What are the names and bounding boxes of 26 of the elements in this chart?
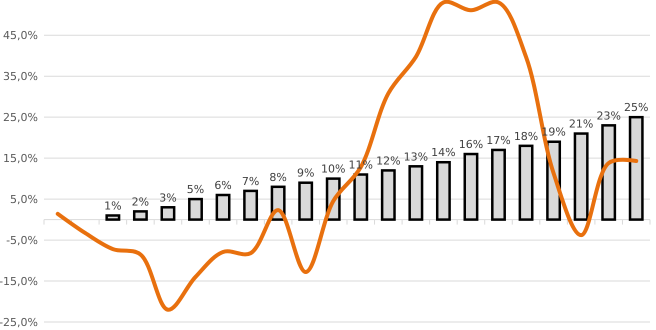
data-label: 1%	[104, 199, 122, 212]
data-label: 25%	[624, 101, 648, 114]
data-label: 13%	[404, 150, 428, 164]
y-tick-label: -5,0%	[6, 234, 38, 247]
data-label: 9%	[296, 166, 314, 180]
data-label: 18%	[514, 130, 538, 143]
data-label: 17%	[486, 134, 511, 147]
data-label: 14%	[431, 146, 456, 160]
y-tick-label: -25,0%	[0, 316, 38, 329]
y-tick-label: 25,0%	[3, 111, 38, 124]
data-label: 10%	[321, 162, 346, 176]
data-label: 21%	[568, 118, 594, 131]
data-label: 8%	[269, 170, 287, 184]
data-label: 12%	[376, 154, 401, 168]
data-label: 5%	[186, 183, 204, 196]
y-tick-label: 35,0%	[3, 70, 38, 84]
data-label: 6%	[214, 179, 232, 192]
data-label: 7%	[242, 174, 260, 188]
y-tick-label: 45,0%	[3, 29, 38, 42]
y-tick-label: 5,0%	[10, 192, 38, 206]
data-label: 16%	[458, 138, 484, 152]
data-label: 3%	[159, 191, 177, 204]
data-label: 23%	[596, 109, 621, 122]
y-tick-label: 15,0%	[3, 152, 38, 165]
data-label: 2%	[132, 195, 150, 208]
y-tick-label: -15,0%	[0, 274, 38, 288]
